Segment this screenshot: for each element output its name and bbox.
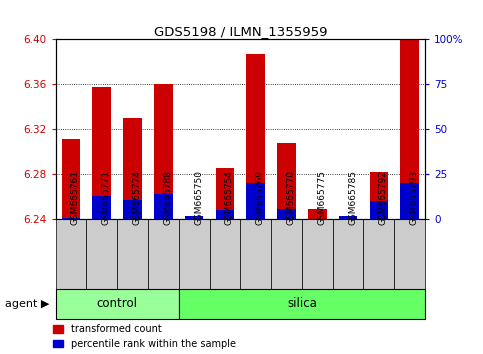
Title: GDS5198 / ILMN_1355959: GDS5198 / ILMN_1355959 xyxy=(154,25,327,38)
Bar xyxy=(246,183,265,219)
Bar xyxy=(92,196,111,219)
Bar xyxy=(246,53,265,219)
Text: GSM665770: GSM665770 xyxy=(286,170,296,225)
Text: GSM665769: GSM665769 xyxy=(256,170,265,225)
Bar xyxy=(123,200,142,219)
Bar xyxy=(215,167,234,219)
Bar xyxy=(369,172,388,219)
Text: GSM665771: GSM665771 xyxy=(102,170,111,225)
FancyBboxPatch shape xyxy=(333,219,364,289)
FancyBboxPatch shape xyxy=(117,219,148,289)
FancyBboxPatch shape xyxy=(56,289,179,319)
Bar xyxy=(339,217,357,219)
Text: GSM665761: GSM665761 xyxy=(71,170,80,225)
Bar xyxy=(339,216,357,219)
Text: GSM665792: GSM665792 xyxy=(379,170,388,225)
Text: agent ▶: agent ▶ xyxy=(5,298,49,309)
Legend: transformed count, percentile rank within the sample: transformed count, percentile rank withi… xyxy=(53,324,236,349)
Text: GSM665793: GSM665793 xyxy=(410,170,419,225)
Text: GSM665775: GSM665775 xyxy=(317,170,327,225)
Bar xyxy=(400,183,419,219)
Bar xyxy=(62,139,80,219)
Text: GSM665788: GSM665788 xyxy=(163,170,172,225)
FancyBboxPatch shape xyxy=(86,219,117,289)
Bar xyxy=(185,216,203,219)
FancyBboxPatch shape xyxy=(364,219,394,289)
FancyBboxPatch shape xyxy=(302,219,333,289)
FancyBboxPatch shape xyxy=(271,219,302,289)
Bar xyxy=(62,218,80,219)
Bar xyxy=(369,201,388,219)
Bar xyxy=(277,209,296,219)
Text: GSM665750: GSM665750 xyxy=(194,170,203,225)
Bar xyxy=(308,209,327,219)
FancyBboxPatch shape xyxy=(148,219,179,289)
FancyBboxPatch shape xyxy=(394,219,425,289)
FancyBboxPatch shape xyxy=(56,219,86,289)
Text: control: control xyxy=(97,297,138,310)
FancyBboxPatch shape xyxy=(240,219,271,289)
Bar xyxy=(215,210,234,219)
Text: GSM665754: GSM665754 xyxy=(225,170,234,225)
FancyBboxPatch shape xyxy=(179,289,425,319)
Bar xyxy=(185,217,203,219)
Text: GSM665785: GSM665785 xyxy=(348,170,357,225)
Bar xyxy=(123,118,142,219)
Bar xyxy=(154,84,172,219)
Text: silica: silica xyxy=(287,297,317,310)
Text: GSM665774: GSM665774 xyxy=(132,170,142,225)
Bar xyxy=(154,194,172,219)
FancyBboxPatch shape xyxy=(179,219,210,289)
FancyBboxPatch shape xyxy=(210,219,240,289)
Bar xyxy=(92,87,111,219)
Bar xyxy=(277,143,296,219)
Bar xyxy=(400,39,419,219)
